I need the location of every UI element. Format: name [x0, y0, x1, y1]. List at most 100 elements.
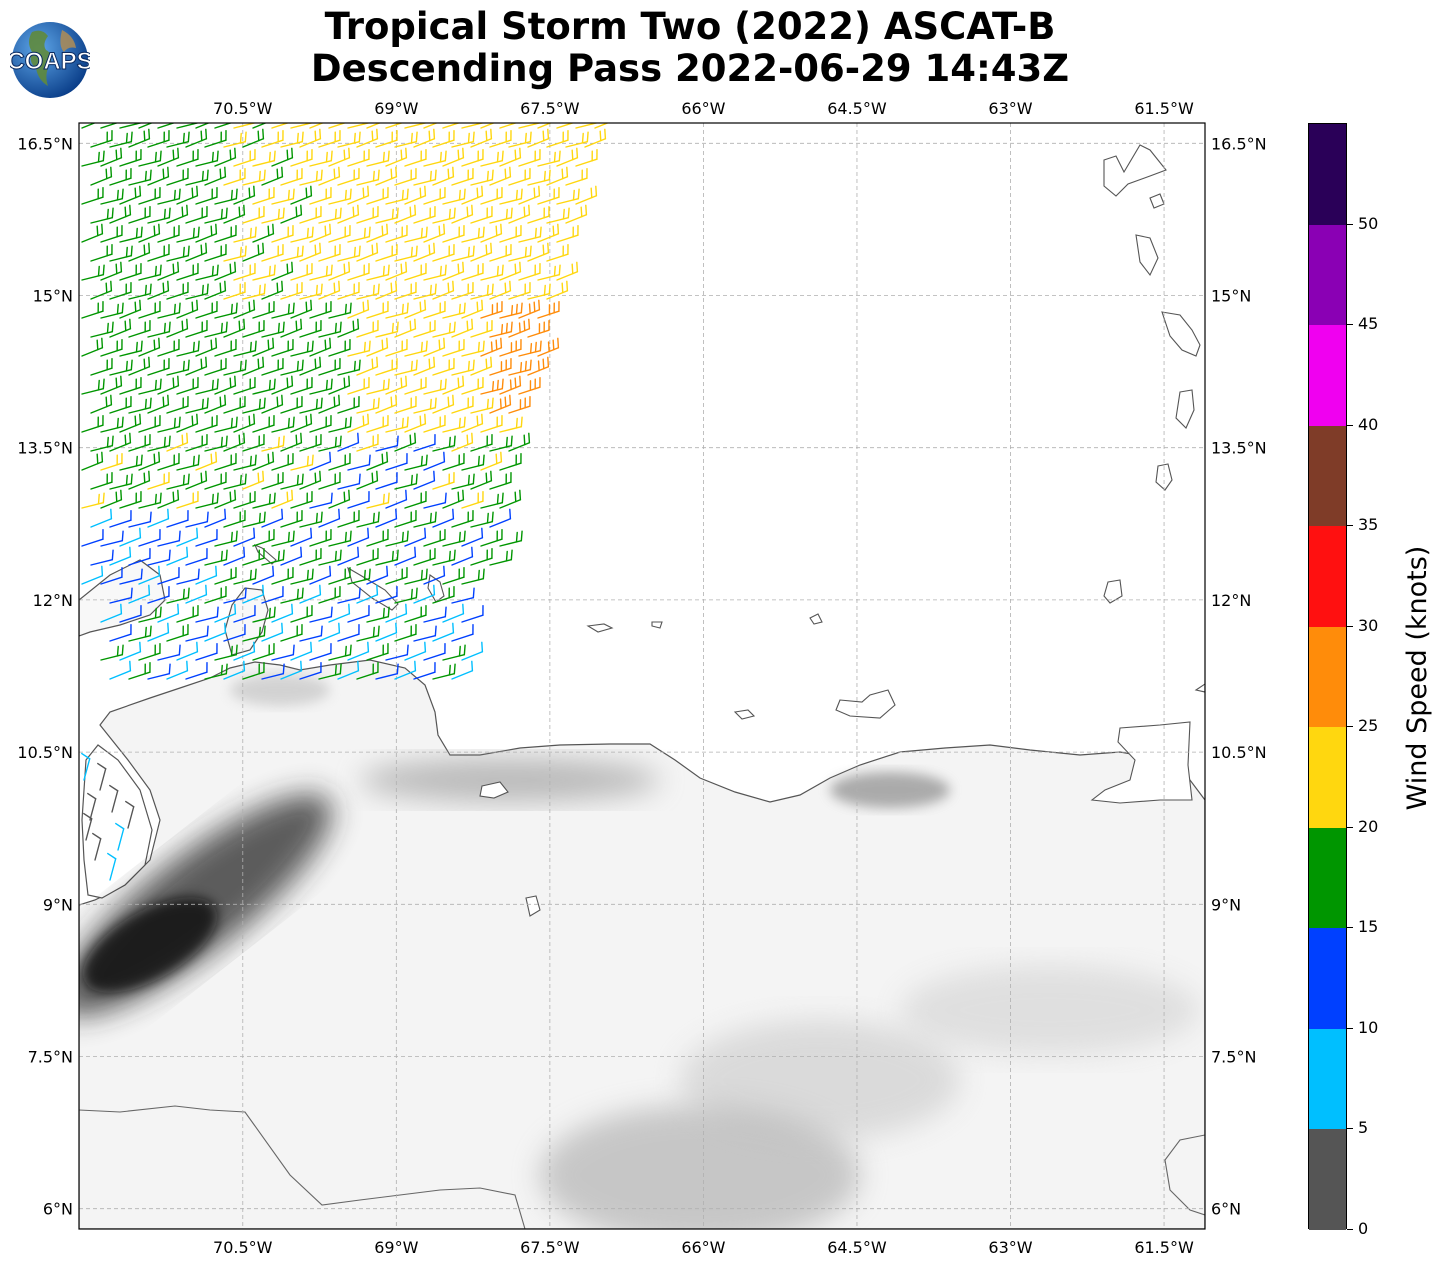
wind-barb — [518, 299, 541, 319]
wind-barb — [280, 396, 303, 414]
wind-barb — [119, 568, 143, 585]
wind-barb — [356, 397, 380, 414]
colorbar-segment — [1309, 425, 1346, 527]
wind-barb — [347, 226, 371, 243]
wind-barb — [318, 435, 342, 452]
wind-barb — [499, 375, 522, 395]
lat-tick-label-left: 16.5°N — [17, 134, 73, 153]
wind-barb — [470, 511, 494, 528]
wind-barb — [185, 320, 208, 338]
wind-barb — [157, 375, 180, 395]
wind-barb — [318, 586, 341, 604]
wind-barb — [100, 453, 123, 471]
wind-barb — [261, 394, 284, 414]
wind-barb — [290, 149, 313, 167]
wind-barb — [138, 223, 161, 243]
wind-barb — [138, 123, 161, 129]
wind-barb — [432, 358, 455, 376]
island-los-roques — [586, 623, 614, 633]
wind-barb — [375, 549, 399, 566]
wind-barb — [223, 473, 247, 490]
wind-barb — [385, 530, 409, 547]
wind-barb — [223, 168, 246, 186]
wind-barb — [109, 624, 132, 642]
wind-barb — [90, 435, 114, 452]
wind-barb — [252, 264, 276, 281]
wind-barb — [119, 263, 142, 281]
wind-barb — [375, 280, 398, 300]
wind-barb — [81, 565, 104, 585]
wind-barb — [337, 318, 360, 338]
wind-barb — [195, 264, 219, 281]
wind-barb — [271, 147, 294, 167]
map-area — [79, 123, 1205, 1229]
wind-barb — [404, 185, 427, 205]
wind-barb — [375, 207, 399, 224]
wind-barb — [204, 207, 228, 224]
colorbar-tick — [1347, 324, 1353, 326]
wind-barb — [461, 299, 484, 319]
wind-barb — [508, 432, 531, 452]
wind-barb — [138, 643, 161, 661]
wind-barb — [385, 567, 408, 585]
wind-barb — [413, 662, 436, 680]
wind-barb — [423, 378, 447, 395]
wind-barb — [309, 123, 332, 129]
wind-barb — [242, 434, 265, 452]
wind-barb — [271, 302, 295, 319]
wind-barb — [451, 131, 475, 148]
wind-barb — [109, 784, 119, 813]
wind-barb — [147, 472, 170, 490]
terrain-shading — [79, 674, 1200, 1229]
wind-barb — [223, 282, 246, 300]
wind-barb — [318, 280, 341, 300]
lake-maracaibo — [81, 744, 153, 899]
wind-barb — [242, 320, 265, 338]
wind-barb — [166, 282, 189, 300]
wind-barb — [318, 321, 342, 338]
wind-barb — [413, 511, 437, 528]
wind-barb — [271, 489, 294, 509]
wind-barb — [138, 378, 162, 395]
wind-barb — [290, 299, 313, 319]
island-martinique — [1161, 311, 1201, 357]
wind-barb — [375, 321, 399, 338]
wind-barb — [128, 511, 152, 528]
wind-barb — [280, 473, 304, 490]
wind-barb — [271, 567, 294, 585]
wind-barb — [404, 454, 428, 471]
wind-barb — [385, 225, 408, 243]
wind-barb — [119, 149, 142, 167]
wind-barb — [461, 149, 484, 167]
wind-barb — [261, 280, 284, 300]
wind-barb — [223, 432, 246, 452]
wind-barb — [489, 508, 512, 528]
wind-barb — [375, 358, 398, 376]
wind-barb — [252, 187, 275, 205]
wind-barb — [90, 472, 113, 490]
wind-barb — [470, 470, 493, 490]
wind-barb — [204, 622, 227, 642]
wind-barb — [442, 644, 466, 661]
wind-barb — [508, 245, 532, 262]
wind-barb — [356, 662, 379, 680]
logo-text: COAPS — [10, 48, 90, 75]
wind-barb — [195, 337, 218, 357]
wind-barb — [81, 451, 104, 471]
wind-barb — [451, 245, 475, 262]
wind-barb — [442, 123, 465, 129]
wind-barb — [565, 204, 588, 224]
wind-barb — [442, 416, 466, 433]
wind-barb — [527, 128, 550, 148]
wind-barb — [166, 587, 190, 604]
wind-barb — [423, 606, 447, 623]
wind-barb — [337, 168, 360, 186]
island-valencia-lake — [479, 781, 509, 799]
wind-barb — [242, 511, 266, 528]
wind-barb — [366, 150, 390, 167]
wind-barb — [109, 318, 132, 338]
wind-barb — [318, 622, 341, 642]
wind-barb — [166, 624, 189, 642]
wind-barb — [499, 339, 522, 357]
wind-barb — [413, 434, 436, 452]
